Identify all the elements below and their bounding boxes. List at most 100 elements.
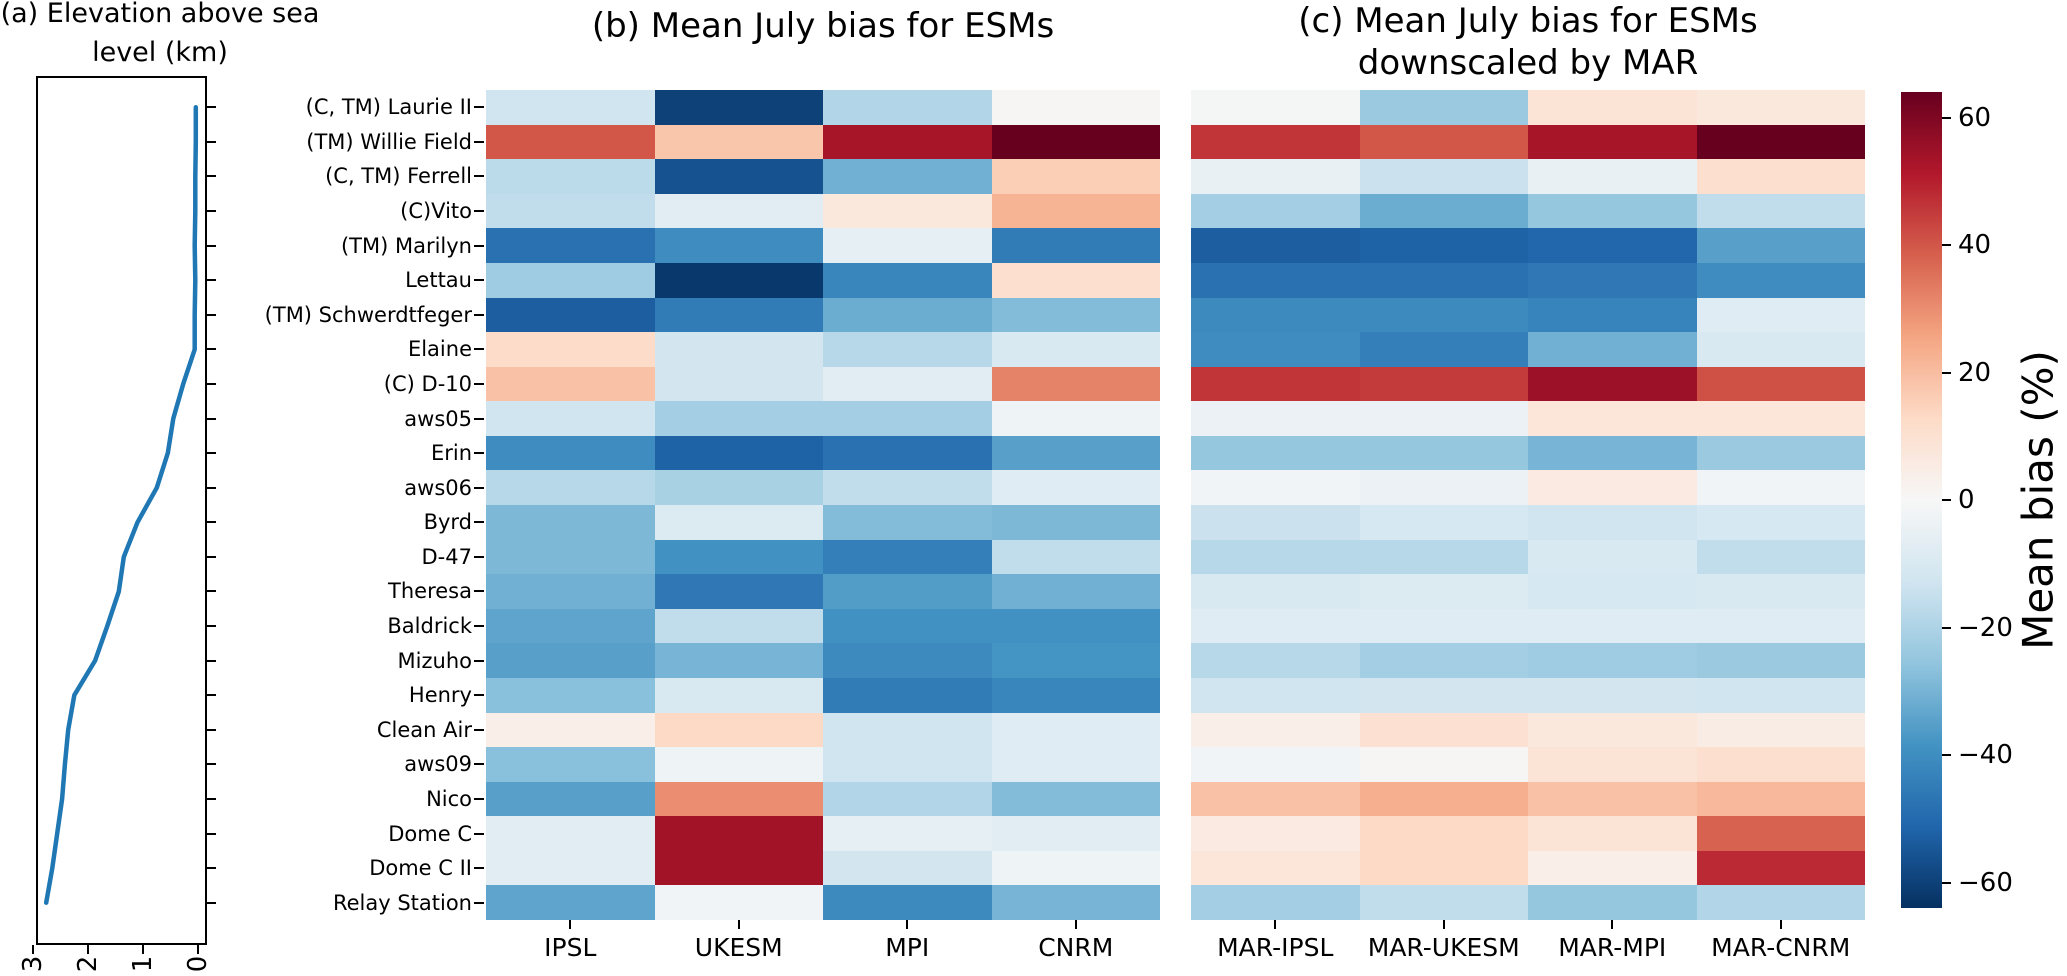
heatmap-cell bbox=[992, 643, 1160, 678]
heatmap-cell bbox=[1191, 713, 1360, 747]
heatmap-cell bbox=[1360, 263, 1528, 298]
heatmap-cell bbox=[655, 401, 823, 436]
row-tick bbox=[474, 279, 484, 282]
row-tick bbox=[474, 694, 484, 697]
heatmap-cell bbox=[486, 332, 655, 367]
heatmap-cell bbox=[1191, 228, 1360, 263]
heatmap-cell bbox=[1528, 159, 1697, 194]
row-tick bbox=[474, 452, 484, 455]
heatmap-cell bbox=[486, 125, 655, 159]
heatmap-cell bbox=[1697, 298, 1865, 332]
heatmap-cell bbox=[486, 470, 655, 505]
heatmap-cell bbox=[655, 194, 823, 228]
heatmap-cell bbox=[1528, 782, 1697, 816]
heatmap-cell bbox=[1191, 609, 1360, 643]
colorbar-gradient bbox=[1901, 92, 1942, 908]
heatmap-cell bbox=[992, 505, 1160, 540]
heatmap-cell bbox=[823, 470, 992, 505]
heatmap-cell bbox=[486, 540, 655, 574]
heatmap-cell bbox=[1697, 470, 1865, 505]
heatmap-cell bbox=[1360, 643, 1528, 678]
row-tick bbox=[474, 797, 484, 800]
heatmap-cell bbox=[823, 782, 992, 816]
heatmap-cell bbox=[486, 436, 655, 470]
row-tick bbox=[474, 210, 484, 213]
panel-b-title: (b) Mean July bias for ESMs bbox=[591, 6, 1055, 46]
elevation-row-tick bbox=[207, 175, 216, 178]
heatmap-cell bbox=[1528, 678, 1697, 713]
heatmap-cell bbox=[1528, 90, 1697, 125]
heatmap-cell bbox=[1360, 505, 1528, 540]
heatmap-cell bbox=[655, 470, 823, 505]
heatmap-cell bbox=[992, 713, 1160, 747]
heatmap-cell bbox=[992, 816, 1160, 851]
heatmap-cell bbox=[1528, 401, 1697, 436]
heatmap-cell bbox=[1697, 332, 1865, 367]
heatmap-cell bbox=[1697, 678, 1865, 713]
heatmap-cell bbox=[1528, 505, 1697, 540]
heatmap-cell bbox=[1697, 885, 1865, 920]
heatmap-cell bbox=[486, 194, 655, 228]
heatmap-column-tick bbox=[1442, 920, 1445, 929]
elevation-row-tick bbox=[207, 659, 216, 662]
row-label: aws09 bbox=[404, 752, 472, 777]
heatmap-cell bbox=[655, 436, 823, 470]
colorbar-tick bbox=[1942, 499, 1951, 501]
heatmap-cell bbox=[1528, 436, 1697, 470]
row-label: (C) D-10 bbox=[383, 371, 472, 396]
heatmap-cell bbox=[1697, 643, 1865, 678]
heatmap-cell bbox=[992, 194, 1160, 228]
panel-c-title-line2: downscaled by MAR bbox=[1357, 43, 1699, 83]
heatmap-cell bbox=[823, 643, 992, 678]
heatmap-cell bbox=[486, 643, 655, 678]
row-label: Henry bbox=[408, 683, 472, 708]
heatmap-cell bbox=[1191, 90, 1360, 125]
heatmap-cell bbox=[1191, 125, 1360, 159]
heatmap-cell bbox=[823, 885, 992, 920]
colorbar-tick bbox=[1942, 881, 1951, 884]
heatmap-cell bbox=[655, 574, 823, 609]
heatmap-cell bbox=[655, 90, 823, 125]
row-label: Byrd bbox=[423, 510, 472, 535]
heatmap-cell bbox=[1360, 194, 1528, 228]
heatmap-cell bbox=[823, 228, 992, 263]
row-tick bbox=[474, 555, 484, 558]
heatmap-cell bbox=[486, 505, 655, 540]
heatmap-cell bbox=[992, 90, 1160, 125]
heatmap-cell bbox=[486, 678, 655, 713]
heatmap-cell bbox=[1191, 816, 1360, 851]
row-tick bbox=[474, 382, 484, 385]
heatmap-cell bbox=[992, 470, 1160, 505]
heatmap-cell bbox=[1528, 194, 1697, 228]
row-label: (TM) Marilyn bbox=[340, 233, 472, 258]
heatmap-cell bbox=[655, 678, 823, 713]
elevation-x-tick-label: 2 bbox=[73, 955, 103, 973]
colorbar-label: Mean bias (%) bbox=[2013, 350, 2063, 650]
heatmap-cell bbox=[1697, 194, 1865, 228]
heatmap-cell bbox=[823, 401, 992, 436]
row-tick bbox=[474, 244, 484, 247]
row-label: Theresa bbox=[388, 579, 472, 604]
row-label: Clean Air bbox=[376, 717, 472, 742]
heatmap-cell bbox=[1360, 574, 1528, 609]
heatmap-cell bbox=[655, 125, 823, 159]
elevation-row-tick bbox=[207, 486, 216, 489]
heatmap-cell bbox=[655, 643, 823, 678]
heatmap-cell bbox=[1697, 713, 1865, 747]
colorbar-tick bbox=[1942, 371, 1951, 374]
heatmap-cell bbox=[1360, 367, 1528, 401]
elevation-row-tick bbox=[207, 694, 216, 697]
heatmap-column-label: MAR-UKESM bbox=[1367, 933, 1520, 962]
elevation-row-tick bbox=[207, 313, 216, 316]
heatmap-cell bbox=[1697, 228, 1865, 263]
heatmap-cell bbox=[1360, 125, 1528, 159]
elevation-row-tick bbox=[207, 797, 216, 800]
heatmap-cell bbox=[486, 851, 655, 885]
heatmap-cell bbox=[823, 609, 992, 643]
heatmap-cell bbox=[655, 816, 823, 851]
heatmap-column-tick bbox=[569, 920, 572, 929]
elevation-row-tick bbox=[207, 728, 216, 731]
row-label: (C, TM) Laurie II bbox=[305, 95, 472, 120]
heatmap-cell bbox=[486, 885, 655, 920]
